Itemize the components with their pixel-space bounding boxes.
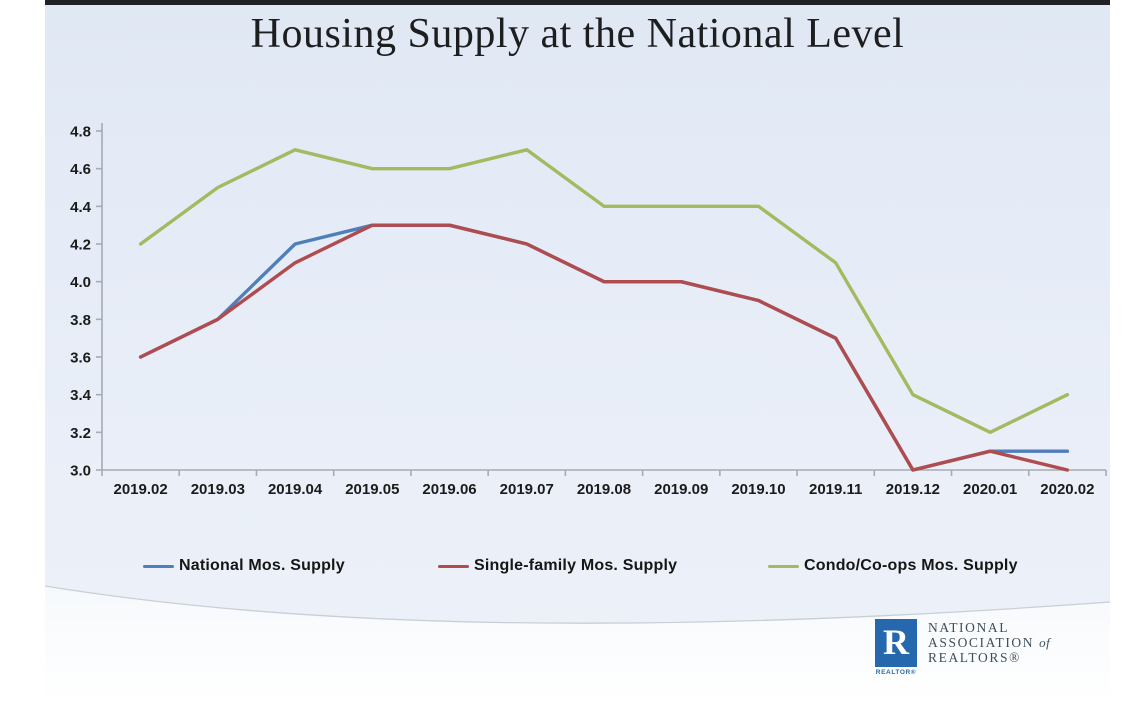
y-tick-label: 3.6 xyxy=(70,350,91,367)
x-tick-label: 2020.02 xyxy=(1040,481,1094,498)
x-tick-label: 2020.01 xyxy=(963,481,1017,498)
slide: Housing Supply at the National Level 4.8… xyxy=(45,0,1110,702)
axis-lines xyxy=(101,123,1106,471)
x-tick-label: 2019.10 xyxy=(731,481,785,498)
y-tick-label: 4.2 xyxy=(70,237,91,254)
x-tick-label: 2019.05 xyxy=(345,481,399,498)
x-tick-label: 2019.07 xyxy=(500,481,554,498)
x-tick-label: 2019.09 xyxy=(654,481,708,498)
decorative-swoosh xyxy=(45,585,1110,702)
x-tick-label: 2019.06 xyxy=(422,481,476,498)
y-tick-label: 4.8 xyxy=(70,124,91,141)
legend-label-national: National Mos. Supply xyxy=(179,557,345,574)
legend-item-national: National Mos. Supply xyxy=(143,554,345,578)
nar-logo-line1: NATIONAL xyxy=(928,620,1010,635)
series-line-single-family-mos-supply xyxy=(138,223,1070,472)
nar-logo-line3: REALTORS® xyxy=(928,650,1021,665)
y-tick-label: 3.8 xyxy=(70,312,91,329)
legend-label-condo-coops: Condo/Co-ops Mos. Supply xyxy=(804,557,1018,574)
slide-top-accent-bar xyxy=(45,0,1110,5)
chart-legend: National Mos. Supply Single-family Mos. … xyxy=(45,554,1110,578)
housing-supply-chart: 4.8 4.6 4.4 4.2 4.0 3.8 3.6 3.4 3.2 3.0 2019.02 201… xyxy=(70,123,1107,498)
line-swatch-icon xyxy=(438,564,469,568)
y-tick-label: 3.4 xyxy=(70,387,92,404)
legend-label-single-family: Single-family Mos. Supply xyxy=(474,557,678,574)
chart-title: Housing Supply at the National Level xyxy=(250,11,905,57)
x-tick-label: 2019.08 xyxy=(577,481,631,498)
x-tick-label: 2019.03 xyxy=(191,481,245,498)
legend-item-condo-coops: Condo/Co-ops Mos. Supply xyxy=(768,554,1018,578)
y-tick-label: 3.0 xyxy=(70,463,91,480)
line-swatch-icon xyxy=(143,564,174,568)
chart-area: 4.8 4.6 4.4 4.2 4.0 3.8 3.6 3.4 3.2 3.0 2019.02 201… xyxy=(60,115,1110,510)
y-tick-label: 4.4 xyxy=(70,199,92,216)
legend-item-single-family: Single-family Mos. Supply xyxy=(438,554,677,578)
nar-logo: R REALTOR® NATIONAL ASSOCIATION of REALT… xyxy=(873,615,1103,685)
series-line-condo-co-ops-mos-supply xyxy=(138,148,1070,434)
x-tick-label: 2019.04 xyxy=(268,481,323,498)
series-line-national-mos-supply xyxy=(138,223,1070,472)
y-tick-label: 3.2 xyxy=(70,425,91,442)
line-swatch-icon xyxy=(768,564,799,568)
x-tick-label: 2019.11 xyxy=(809,481,862,498)
y-tick-label: 4.6 xyxy=(70,161,91,178)
nar-logo-line2: ASSOCIATION of xyxy=(928,635,1051,650)
x-tick-label: 2019.02 xyxy=(113,481,167,498)
realtor-block-r-icon: R xyxy=(875,619,917,667)
nar-logo-text: NATIONAL ASSOCIATION of REALTORS® xyxy=(928,620,1050,665)
y-tick-label: 4.0 xyxy=(70,274,91,291)
realtor-caption: REALTOR® xyxy=(875,669,917,676)
x-tick-label: 2019.12 xyxy=(886,481,940,498)
